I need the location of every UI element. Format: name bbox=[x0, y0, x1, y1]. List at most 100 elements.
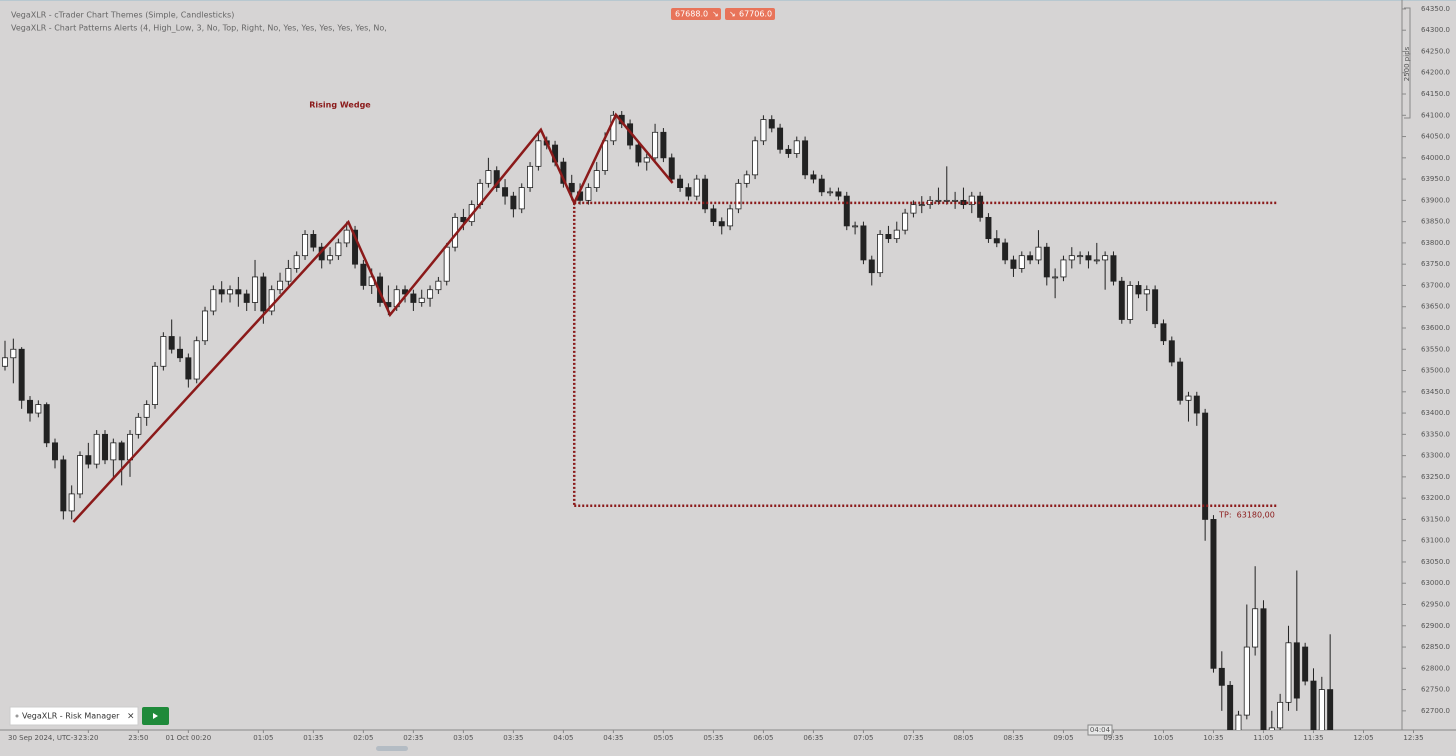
x-tick-label: 02:05 bbox=[353, 734, 373, 742]
x-tick-label: 06:05 bbox=[753, 734, 773, 742]
candle-body bbox=[910, 204, 917, 214]
tp-label: TP: 63180,00 bbox=[1218, 510, 1275, 519]
candle-body bbox=[60, 459, 67, 512]
candle-body bbox=[1127, 285, 1134, 320]
candle-body bbox=[1018, 255, 1025, 269]
x-tick-label: 11:35 bbox=[1303, 734, 1323, 742]
y-tick-label: 63100.0 bbox=[1421, 537, 1450, 545]
ask-badge[interactable] bbox=[725, 8, 775, 20]
candle-body bbox=[835, 191, 842, 197]
y-tick-label: 63950.0 bbox=[1421, 175, 1450, 183]
candle-body bbox=[1302, 646, 1309, 682]
candle-body bbox=[802, 140, 809, 176]
panel-title: VegaXLR - Risk Manager bbox=[22, 712, 120, 721]
x-tick-label: 03:35 bbox=[503, 734, 523, 742]
x-tick-label: 04:35 bbox=[603, 734, 623, 742]
candle-body bbox=[410, 293, 417, 303]
x-tick-label: 08:35 bbox=[1003, 734, 1023, 742]
bid-badge[interactable] bbox=[671, 8, 721, 20]
candle-body bbox=[1218, 667, 1225, 686]
candle-body bbox=[918, 204, 925, 207]
y-tick-label: 64100.0 bbox=[1421, 111, 1450, 119]
panel-close[interactable]: × bbox=[127, 712, 135, 722]
candle-body bbox=[768, 119, 775, 129]
x-tick-label: 05:05 bbox=[653, 734, 673, 742]
candle-body bbox=[727, 208, 734, 227]
x-tick-label: 01 Oct 00:20 bbox=[166, 734, 212, 742]
scrollbar-thumb[interactable] bbox=[376, 746, 408, 751]
y-tick-label: 63400.0 bbox=[1421, 409, 1450, 417]
candle-body bbox=[735, 182, 742, 210]
x-tick-label: 09:05 bbox=[1053, 734, 1073, 742]
candle-body bbox=[1043, 246, 1050, 278]
y-tick-label: 64250.0 bbox=[1421, 47, 1450, 55]
candle-body bbox=[252, 276, 259, 303]
candle-body bbox=[1027, 255, 1034, 261]
candle-body bbox=[118, 442, 125, 461]
x-tick-label: 10:05 bbox=[1153, 734, 1173, 742]
x-tick-label: 08:05 bbox=[953, 734, 973, 742]
y-tick-label: 62800.0 bbox=[1421, 664, 1450, 672]
candle-body bbox=[2, 357, 8, 367]
candle-body bbox=[660, 131, 667, 159]
play-icon bbox=[153, 713, 158, 719]
candle-body bbox=[518, 187, 525, 210]
candle-body bbox=[1060, 259, 1067, 278]
x-tick-label: 07:05 bbox=[853, 734, 873, 742]
candle-body bbox=[527, 165, 534, 189]
candle-body bbox=[435, 280, 442, 291]
candle-body bbox=[885, 233, 892, 240]
candle-body bbox=[685, 187, 692, 197]
candle-body bbox=[568, 182, 575, 193]
y-tick-label: 64200.0 bbox=[1421, 69, 1450, 77]
x-tick-label: 10:35 bbox=[1203, 734, 1223, 742]
candle-body bbox=[77, 455, 83, 495]
y-tick-label: 63500.0 bbox=[1421, 367, 1450, 375]
x-tick-label: 12:35 bbox=[1403, 734, 1423, 742]
candle-body bbox=[227, 289, 234, 295]
candle-body bbox=[168, 336, 175, 350]
y-tick-label: 62850.0 bbox=[1421, 643, 1450, 651]
candle-body bbox=[1252, 608, 1259, 648]
y-tick-label: 64350.0 bbox=[1421, 5, 1450, 13]
candle-body bbox=[585, 187, 592, 201]
y-tick-label: 62950.0 bbox=[1421, 601, 1450, 609]
candle-body bbox=[1035, 246, 1042, 261]
candle-body bbox=[760, 119, 767, 142]
candle-body bbox=[427, 289, 434, 299]
x-tick-label: 05:35 bbox=[703, 734, 723, 742]
candle-body bbox=[602, 140, 609, 171]
plot-area bbox=[2, 111, 1334, 730]
x-tick-label: 23:50 bbox=[128, 734, 148, 742]
candle-body bbox=[10, 348, 17, 359]
candle-body bbox=[243, 293, 250, 303]
header-line: VegaXLR - cTrader Chart Themes (Simple, … bbox=[11, 11, 234, 20]
candle-body bbox=[1293, 642, 1300, 699]
y-tick-label: 63600.0 bbox=[1421, 324, 1450, 332]
y-tick-label: 64050.0 bbox=[1421, 133, 1450, 141]
y-tick-label: 62750.0 bbox=[1421, 686, 1450, 694]
y-tick-label: 63750.0 bbox=[1421, 260, 1450, 268]
candle-body bbox=[1202, 412, 1209, 520]
candle-body bbox=[135, 416, 142, 435]
candle-body bbox=[177, 348, 184, 359]
bid-arrow: ↘ bbox=[712, 10, 719, 19]
candle-body bbox=[902, 212, 909, 231]
ask-arrow: ↘ bbox=[729, 10, 736, 19]
candle-body bbox=[968, 195, 975, 206]
candle-body bbox=[43, 404, 50, 444]
cursor-time: 04:04 bbox=[1090, 726, 1111, 734]
x-tick-label: 12:05 bbox=[1353, 734, 1373, 742]
candle-body bbox=[593, 170, 600, 189]
candle-body bbox=[102, 433, 108, 461]
y-tick-label: 63700.0 bbox=[1421, 281, 1450, 289]
risk-manager-panel[interactable] bbox=[9, 706, 139, 726]
candle-body bbox=[868, 259, 875, 274]
candle-body bbox=[193, 340, 200, 380]
y-tick-label: 63300.0 bbox=[1421, 452, 1450, 460]
candle-body bbox=[1260, 608, 1267, 730]
candle-body bbox=[1135, 285, 1142, 295]
candle-body bbox=[860, 225, 867, 261]
candle-body bbox=[1077, 255, 1084, 258]
